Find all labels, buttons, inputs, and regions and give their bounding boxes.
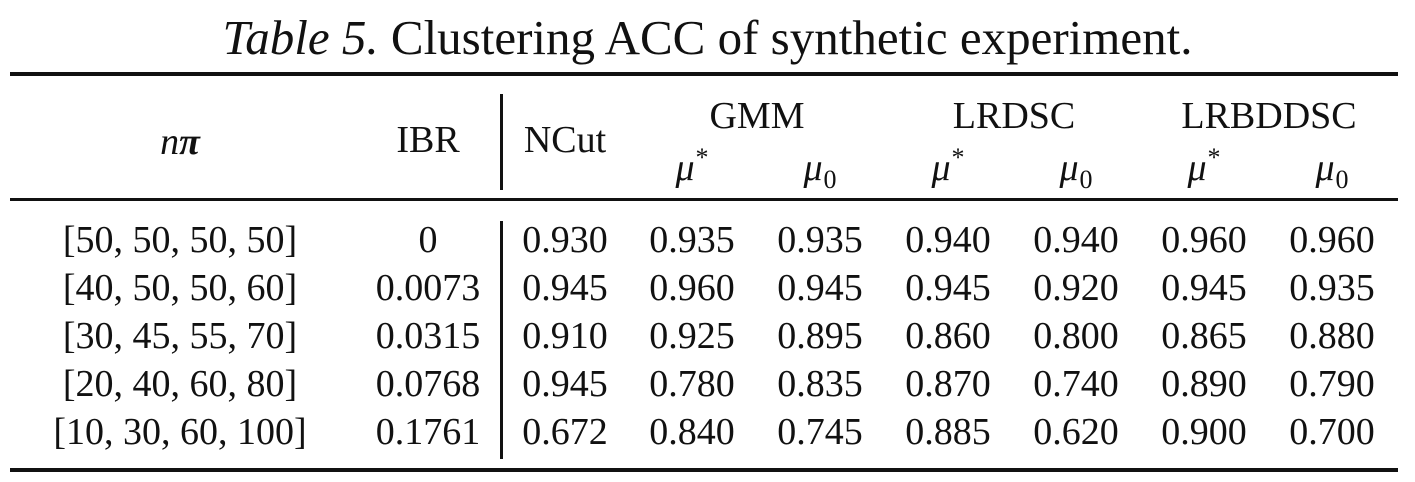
cell-lrdsc-mu-star: 0.870 xyxy=(905,363,991,405)
header-ncut: NCut xyxy=(523,119,607,161)
cell-gmm-mu-star: 0.925 xyxy=(649,315,735,357)
cell-ibr: 0.1761 xyxy=(375,411,481,453)
cell-gmm-mu-zero: 0.945 xyxy=(777,267,863,309)
cell-gmm-mu-star: 0.960 xyxy=(649,267,735,309)
header-vertical-rule xyxy=(500,94,503,190)
cell-lrdsc-mu-star: 0.940 xyxy=(905,219,991,261)
table-row: [40, 50, 50, 60] 0.0073 0.945 0.960 0.94… xyxy=(0,266,1415,314)
cell-lrbddsc-mu-zero: 0.790 xyxy=(1289,363,1375,405)
header-rule xyxy=(10,198,1398,201)
cell-gmm-mu-zero: 0.835 xyxy=(777,363,863,405)
cell-npi: [10, 30, 60, 100] xyxy=(53,411,307,453)
cell-gmm-mu-zero: 0.895 xyxy=(777,315,863,357)
cell-ncut: 0.945 xyxy=(522,267,608,309)
cell-lrdsc-mu-zero: 0.740 xyxy=(1033,363,1119,405)
cell-ncut: 0.945 xyxy=(522,363,608,405)
cell-ncut: 0.910 xyxy=(522,315,608,357)
header-gmm-mu-star: μ* xyxy=(675,143,709,189)
cell-npi: [40, 50, 50, 60] xyxy=(62,267,298,309)
cell-lrbddsc-mu-zero: 0.700 xyxy=(1289,411,1375,453)
cell-lrdsc-mu-zero: 0.620 xyxy=(1033,411,1119,453)
cell-lrdsc-mu-zero: 0.800 xyxy=(1033,315,1119,357)
cell-gmm-mu-star: 0.780 xyxy=(649,363,735,405)
cell-lrbddsc-mu-zero: 0.880 xyxy=(1289,315,1375,357)
cell-lrdsc-mu-star: 0.885 xyxy=(905,411,991,453)
cell-gmm-mu-star: 0.840 xyxy=(649,411,735,453)
cell-lrbddsc-mu-star: 0.900 xyxy=(1161,411,1247,453)
header-group-lrdsc: LRDSC xyxy=(952,95,1076,137)
cell-lrbddsc-mu-zero: 0.935 xyxy=(1289,267,1375,309)
header-group-lrbddsc: LRBDDSC xyxy=(1181,95,1357,137)
header-group-gmm: GMM xyxy=(709,95,805,137)
caption-text: Clustering ACC of synthetic experiment. xyxy=(390,10,1193,65)
table-row: [20, 40, 60, 80] 0.0768 0.945 0.780 0.83… xyxy=(0,362,1415,410)
table-row: [10, 30, 60, 100] 0.1761 0.672 0.840 0.7… xyxy=(0,410,1415,458)
cell-lrdsc-mu-star: 0.945 xyxy=(905,267,991,309)
cell-npi: [50, 50, 50, 50] xyxy=(62,219,298,261)
table-row: [50, 50, 50, 50] 0 0.930 0.935 0.935 0.9… xyxy=(0,218,1415,266)
cell-lrbddsc-mu-star: 0.945 xyxy=(1161,267,1247,309)
cell-lrdsc-mu-zero: 0.920 xyxy=(1033,267,1119,309)
cell-ibr: 0.0768 xyxy=(375,363,481,405)
cell-ncut: 0.672 xyxy=(522,411,608,453)
header-npi: nπ xyxy=(160,121,200,163)
header-lrdsc-mu-star: μ* xyxy=(931,143,965,189)
cell-gmm-mu-star: 0.935 xyxy=(649,219,735,261)
cell-ibr: 0 xyxy=(418,219,438,261)
cell-gmm-mu-zero: 0.745 xyxy=(777,411,863,453)
cell-lrdsc-mu-zero: 0.940 xyxy=(1033,219,1119,261)
cell-ncut: 0.930 xyxy=(522,219,608,261)
table-row: [30, 45, 55, 70] 0.0315 0.910 0.925 0.89… xyxy=(0,314,1415,362)
top-rule xyxy=(10,72,1398,76)
header-lrbddsc-mu-star: μ* xyxy=(1187,143,1221,189)
header-lrdsc-mu-zero: μ0 xyxy=(1059,147,1093,194)
table-label: Table 5. xyxy=(222,10,379,65)
cell-gmm-mu-zero: 0.935 xyxy=(777,219,863,261)
cell-lrdsc-mu-star: 0.860 xyxy=(905,315,991,357)
header-ibr: IBR xyxy=(396,119,460,161)
header-gmm-mu-zero: μ0 xyxy=(803,147,837,194)
header-lrbddsc-mu-zero: μ0 xyxy=(1315,147,1349,194)
cell-lrbddsc-mu-star: 0.960 xyxy=(1161,219,1247,261)
bottom-rule xyxy=(10,468,1398,472)
body-vertical-rule xyxy=(500,221,503,459)
cell-ibr: 0.0073 xyxy=(375,267,481,309)
cell-lrbddsc-mu-star: 0.865 xyxy=(1161,315,1247,357)
cell-lrbddsc-mu-star: 0.890 xyxy=(1161,363,1247,405)
cell-lrbddsc-mu-zero: 0.960 xyxy=(1289,219,1375,261)
cell-npi: [20, 40, 60, 80] xyxy=(62,363,298,405)
cell-ibr: 0.0315 xyxy=(375,315,481,357)
cell-npi: [30, 45, 55, 70] xyxy=(62,315,298,357)
table-caption: Table 5. Clustering ACC of synthetic exp… xyxy=(0,8,1415,68)
